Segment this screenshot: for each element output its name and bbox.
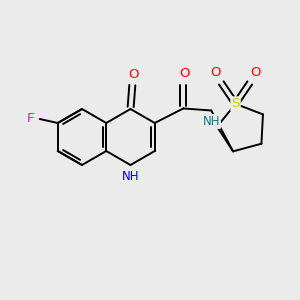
Text: NH: NH <box>122 169 139 182</box>
Text: NH: NH <box>202 115 220 128</box>
Text: O: O <box>210 66 221 80</box>
Text: S: S <box>231 98 240 110</box>
Text: O: O <box>128 68 139 80</box>
Text: F: F <box>27 112 34 125</box>
Text: O: O <box>179 67 190 80</box>
Text: O: O <box>250 66 261 80</box>
